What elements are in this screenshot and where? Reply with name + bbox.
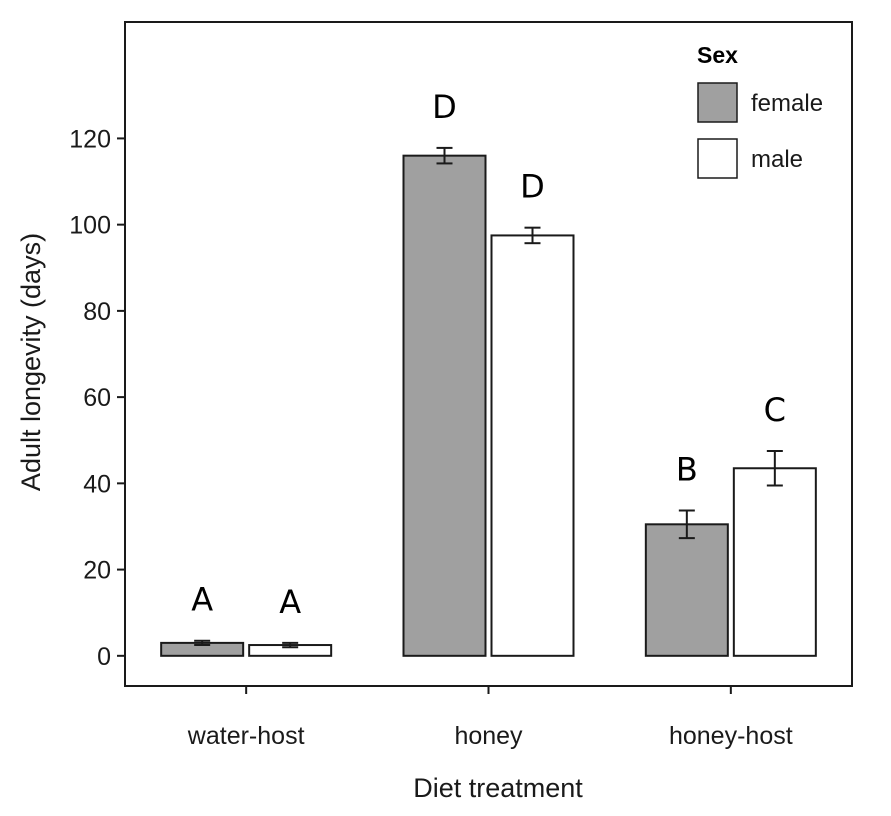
plot-panel	[124, 21, 853, 687]
significance-letter-female-water-host: A	[191, 581, 213, 619]
y-axis-title: Adult longevity (days)	[16, 233, 46, 491]
y-tick-label-40: 40	[83, 470, 111, 498]
y-tick-label-0: 0	[97, 643, 111, 671]
legend-title: Sex	[697, 42, 738, 68]
legend: Sex female male	[697, 42, 823, 179]
y-tick-label-100: 100	[69, 212, 111, 240]
x-tick-label-water-host: water-host	[187, 722, 305, 750]
bar-male-honey-host	[732, 467, 817, 657]
bar-female-honey	[402, 154, 487, 657]
y-tick-label-120: 120	[69, 125, 111, 153]
y-tick-label-60: 60	[83, 384, 111, 412]
legend-label-male: male	[751, 146, 803, 173]
error-bar-male-honey-host	[766, 450, 783, 487]
legend-swatch-male	[697, 138, 738, 179]
error-bar-female-water-host	[194, 639, 211, 647]
y-tick-label-20: 20	[83, 557, 111, 585]
error-bars-group	[194, 146, 783, 649]
significance-letters-group: A D B A D C	[191, 88, 786, 621]
legend-swatch-female	[697, 82, 738, 123]
x-tick-label-honey: honey	[454, 722, 523, 750]
bar-male-honey	[490, 234, 575, 657]
significance-letter-male-water-host: A	[279, 583, 301, 621]
bar-female-honey-host	[644, 523, 729, 657]
significance-letter-female-honey-host: B	[676, 451, 698, 489]
error-bar-male-honey	[524, 226, 541, 245]
error-bar-female-honey	[436, 146, 453, 165]
legend-label-female: female	[751, 90, 823, 117]
significance-letter-female-honey: D	[432, 88, 457, 126]
x-tick-label-honey-host: honey-host	[669, 722, 793, 750]
error-bar-male-water-host	[282, 641, 299, 649]
y-tick-label-80: 80	[83, 298, 111, 326]
x-axis: water-host honey honey-host	[187, 686, 793, 750]
significance-letter-male-honey-host: C	[764, 391, 786, 429]
error-bar-female-honey-host	[678, 509, 695, 540]
bars-group	[160, 154, 817, 657]
significance-letter-male-honey: D	[520, 168, 545, 206]
y-axis: 0 20 40 60 80 100 120	[69, 125, 125, 671]
x-axis-title: Diet treatment	[413, 773, 583, 803]
